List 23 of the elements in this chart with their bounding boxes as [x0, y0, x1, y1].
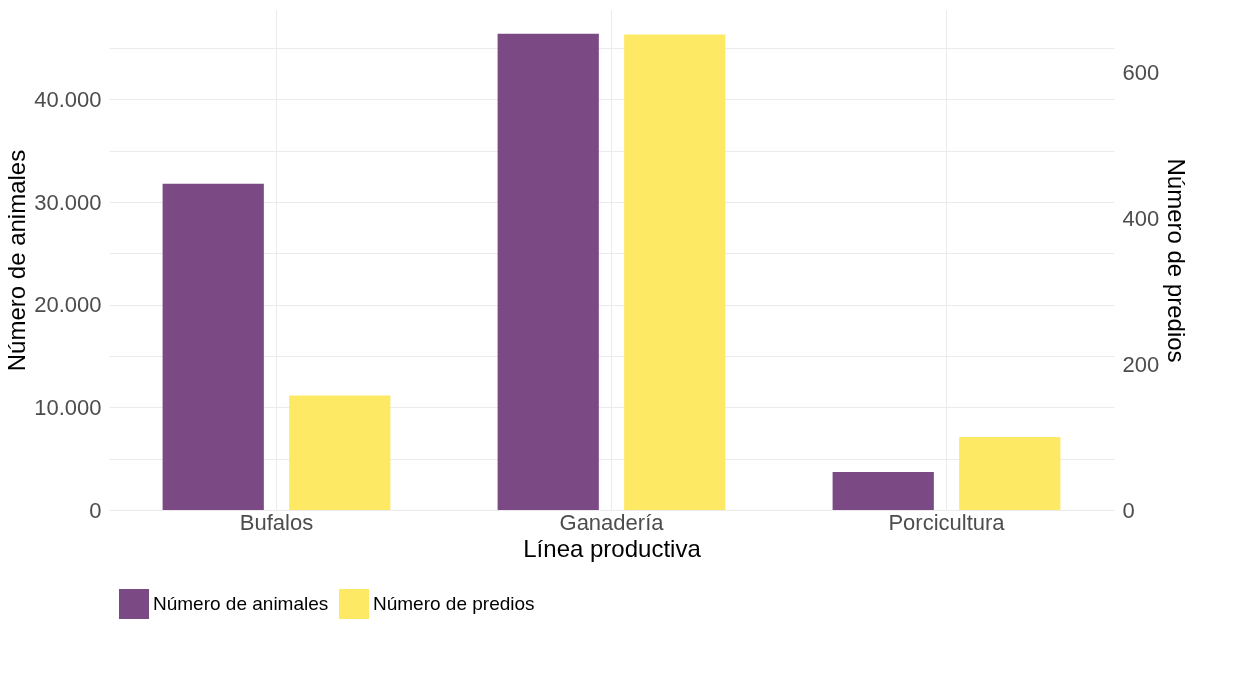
y2-axis-title: Número de predios — [1163, 158, 1191, 363]
legend-label: Número de predios — [373, 593, 535, 614]
x-axis-title: Línea productiva — [523, 534, 702, 562]
y2-tick-label: 600 — [1122, 59, 1160, 85]
bar — [959, 437, 1061, 510]
y2-tick-label: 200 — [1122, 351, 1160, 377]
x-tick-label: Ganadería — [559, 509, 665, 535]
y2-tick-label: 0 — [1122, 497, 1135, 523]
bar — [162, 183, 264, 510]
y-tick-label: 20.000 — [34, 292, 102, 318]
y2-tick-label: 400 — [1122, 205, 1160, 231]
y-tick-label: 30.000 — [34, 189, 102, 215]
y-tick-label: 10.000 — [34, 394, 102, 420]
y-axis-title: Número de animales — [3, 149, 31, 372]
y-tick-label: 0 — [89, 497, 102, 523]
legend-label: Número de animales — [153, 593, 329, 614]
bar — [497, 33, 599, 510]
x-tick-label: Bufalos — [239, 509, 314, 535]
x-tick-label: Porcicultura — [888, 509, 1006, 535]
bar — [624, 34, 726, 510]
bar — [289, 395, 391, 510]
bar — [832, 472, 934, 510]
y-tick-label: 40.000 — [34, 86, 102, 112]
